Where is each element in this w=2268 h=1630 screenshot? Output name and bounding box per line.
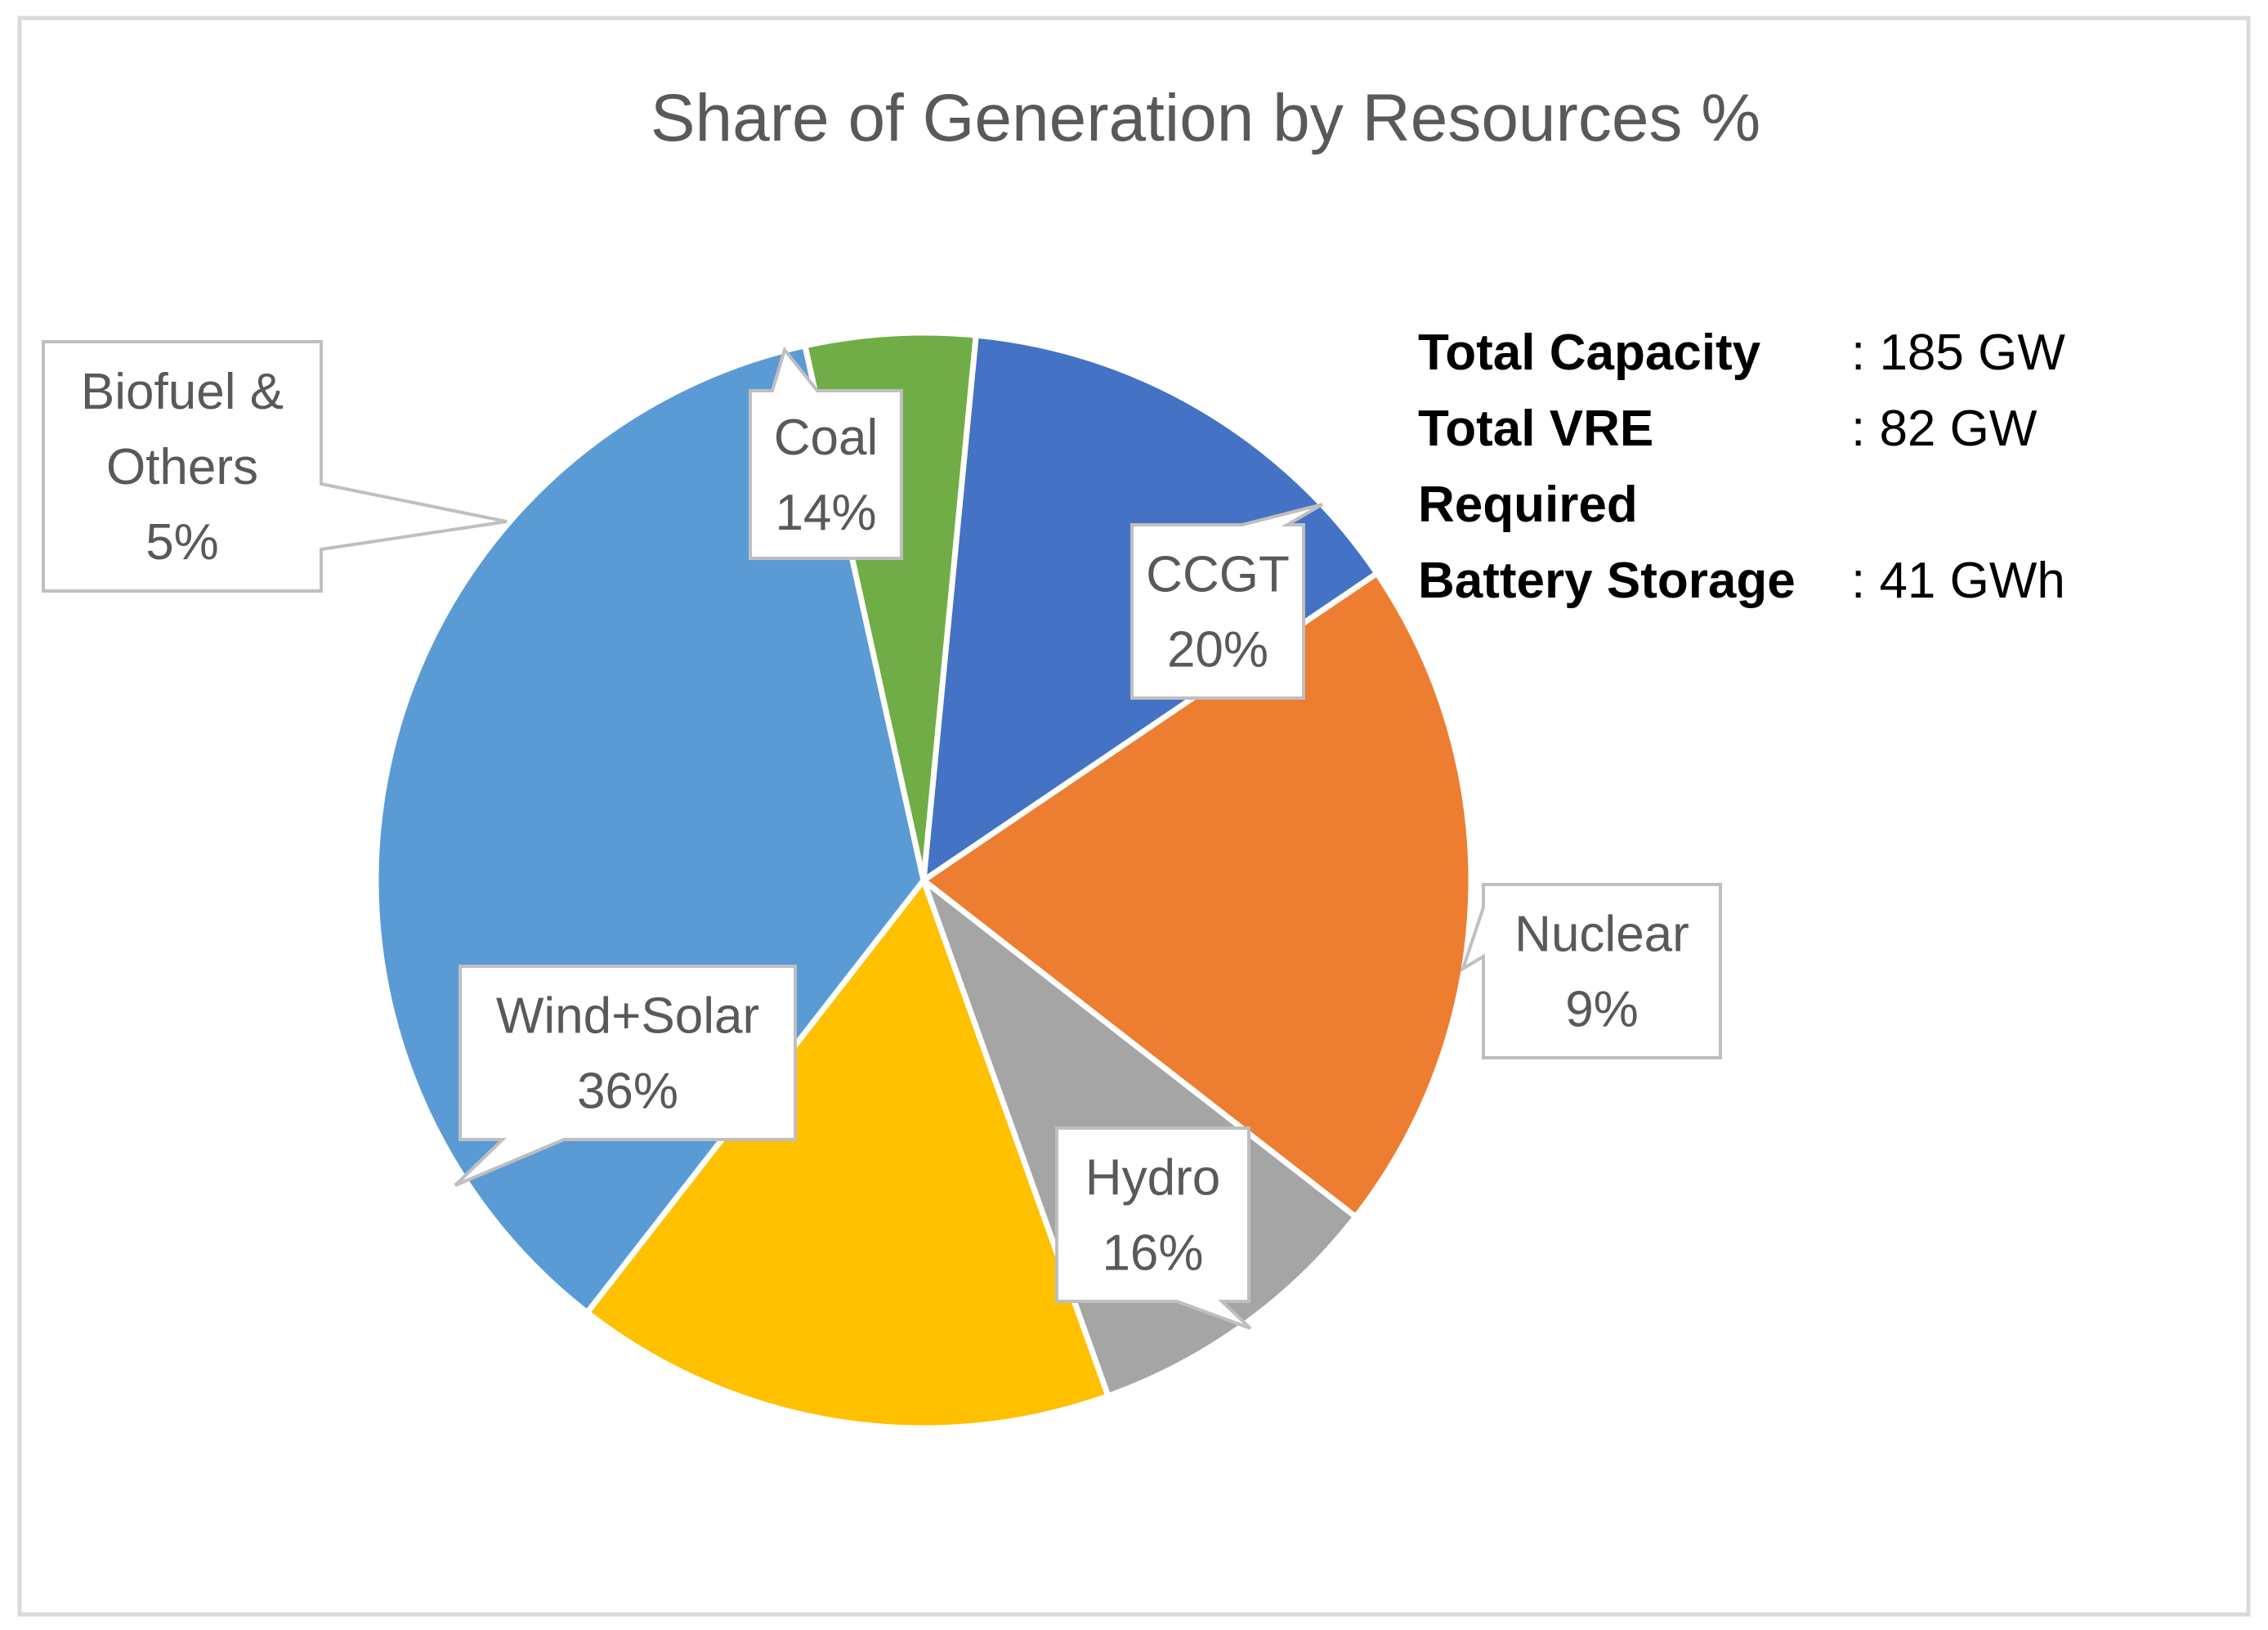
info-value: : 185 GW [1851, 325, 2065, 381]
chart-title: Share of Generation by Resources % [651, 81, 1760, 155]
info-label: Total VRE [1418, 401, 1653, 457]
info-label: Total Capacity [1418, 325, 1761, 381]
data-label-text-biofuel-others: Others [106, 439, 258, 495]
data-label-text-wind-solar: Wind+Solar [496, 988, 759, 1045]
data-label-text-nuclear: Nuclear [1514, 907, 1689, 963]
data-label-text-ccgt: 20% [1167, 622, 1268, 678]
data-label-nuclear: Nuclear 9% [1460, 883, 1722, 1059]
callout-box-ccgt [1130, 503, 1324, 700]
data-label-biofuel-others: Biofuel & Others 5% [42, 340, 508, 593]
info-label: Required [1418, 477, 1638, 533]
info-label: Battery Storage [1418, 553, 1796, 609]
data-label-text-hydro: 16% [1102, 1225, 1203, 1282]
data-label-text-biofuel-others: 5% [145, 514, 219, 571]
callout-box-hydro [1055, 1126, 1252, 1330]
callout-box-wind-solar [454, 965, 797, 1187]
data-label-wind-solar: Wind+Solar 36% [454, 965, 797, 1187]
data-label-text-coal: 14% [775, 485, 876, 541]
callout-box-nuclear [1460, 883, 1722, 1059]
data-label-text-nuclear: 9% [1565, 982, 1639, 1038]
slice-hydro [584, 877, 1112, 1431]
data-label-text-coal: Coal [774, 410, 879, 466]
data-label-text-ccgt: CCGT [1146, 547, 1290, 603]
data-label-text-hydro: Hydro [1085, 1150, 1220, 1207]
data-label-ccgt: CCGT 20% [1130, 503, 1324, 700]
callout-box-coal [749, 346, 903, 560]
data-label-text-wind-solar: 36% [577, 1064, 678, 1120]
info-value: : 41 GWh [1851, 553, 2065, 609]
info-value: : 82 GW [1851, 401, 2038, 457]
data-label-hydro: Hydro 16% [1055, 1126, 1252, 1330]
data-label-coal: Coal 14% [749, 346, 903, 560]
data-label-text-biofuel-others: Biofuel & [81, 364, 284, 420]
info-annotation: Total Capacity : 185 GW Total VRE : 82 GW Re… [1418, 325, 2065, 609]
pie-slices [373, 329, 1474, 1431]
data-labels: Coal 14% CCGT 20% Nuclear 9% Hydro 16% Wind+Sola… [42, 340, 1722, 1330]
callout-box-biofuel-others [42, 340, 508, 593]
slice-ccgt [920, 570, 1474, 1220]
